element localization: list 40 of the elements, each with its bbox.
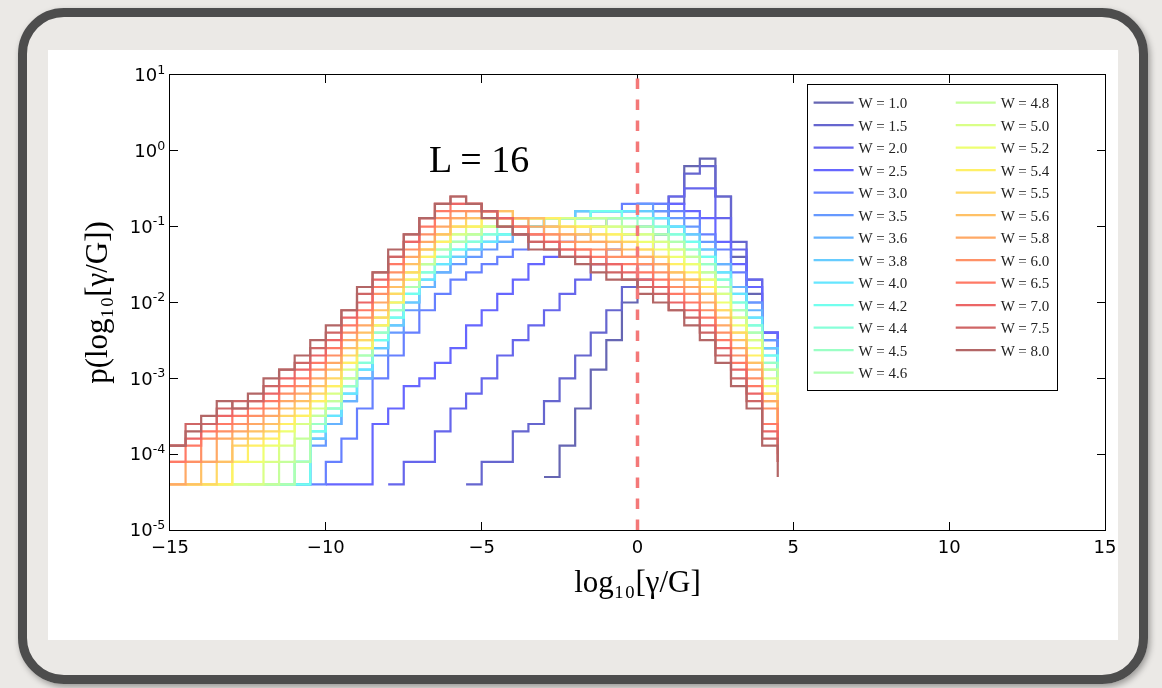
y-tick-label: 10$^{-1}$ [129, 213, 166, 237]
y-axis-title: p(log₁₀[γ/G]) [79, 221, 115, 384]
x-tick-label: −10 [306, 535, 345, 557]
y-tick-label: 10$^{1}$ [134, 61, 166, 86]
legend-label: W = 7.0 [1000, 297, 1050, 314]
legend-label: W = 4.8 [1000, 95, 1050, 112]
x-tick-label: −5 [468, 535, 495, 557]
annotation: L = 16 [429, 138, 530, 180]
legend-label: W = 8.0 [1000, 342, 1050, 359]
legend-label: W = 5.8 [1000, 230, 1050, 247]
legend-label: W = 6.0 [1000, 252, 1050, 269]
y-tick-label: 10$^{-4}$ [129, 440, 166, 465]
x-tick-label: 0 [631, 535, 644, 557]
y-tick-label: 10$^{0}$ [134, 137, 166, 162]
legend-label: W = 4.5 [858, 342, 908, 359]
legend-label: W = 7.5 [1000, 320, 1050, 337]
x-tick-label: 5 [787, 535, 800, 557]
legend-label: W = 1.5 [858, 117, 908, 134]
legend-label: W = 1.0 [858, 95, 908, 112]
x-tick-label: 15 [1093, 535, 1117, 557]
legend-label: W = 5.2 [1000, 140, 1050, 157]
legend-label: W = 3.8 [858, 252, 908, 269]
legend-label: W = 6.5 [1000, 275, 1050, 292]
y-tick-label: 10$^{-2}$ [129, 289, 166, 313]
x-axis-title: log₁₀[γ/G] [574, 563, 701, 599]
legend-label: W = 3.0 [858, 185, 908, 202]
legend-label: W = 5.4 [1000, 162, 1050, 179]
legend-label: W = 5.0 [1000, 117, 1050, 134]
x-tick-label: 10 [937, 535, 961, 557]
legend-label: W = 4.4 [858, 320, 908, 337]
y-tick-label: 10$^{-3}$ [129, 365, 166, 389]
legend-label: W = 2.0 [858, 140, 908, 157]
legend-label: W = 4.0 [858, 275, 908, 292]
legend-label: W = 5.5 [1000, 185, 1050, 202]
legend-label: W = 3.6 [858, 230, 908, 247]
legend-label: W = 2.5 [858, 162, 908, 179]
legend-label: W = 4.2 [858, 297, 908, 314]
legend-label: W = 4.6 [858, 365, 908, 382]
legend-label: W = 5.6 [1000, 207, 1050, 224]
legend-label: W = 3.5 [858, 207, 908, 224]
